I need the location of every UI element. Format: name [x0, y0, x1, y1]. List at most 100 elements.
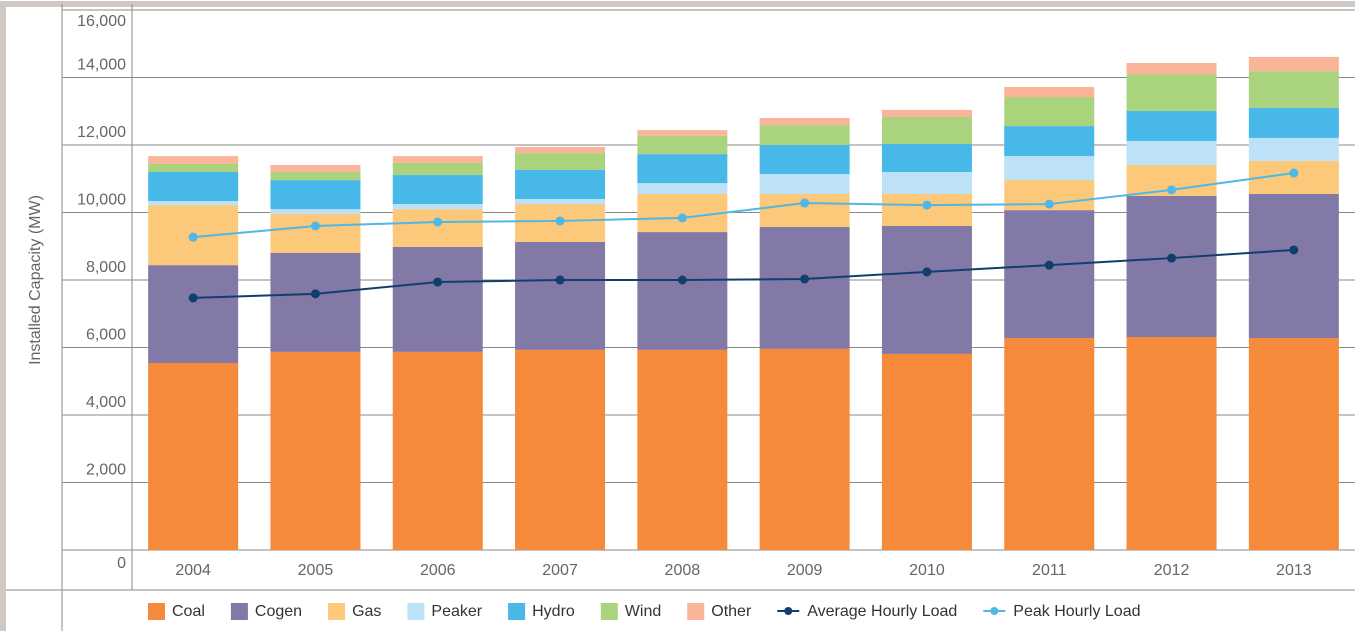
line-point	[555, 216, 565, 226]
x-tick-label: 2008	[665, 562, 701, 579]
legend-label: Peaker	[431, 603, 482, 620]
line-point	[555, 275, 565, 285]
x-tick-label: 2012	[1154, 562, 1190, 579]
bar-segment	[1248, 71, 1339, 108]
bar-segment	[515, 169, 606, 199]
bar-segment	[759, 125, 850, 145]
line-point	[433, 217, 443, 227]
line-point	[433, 277, 443, 287]
bar-segment	[637, 232, 728, 350]
bar-segment	[1248, 56, 1339, 72]
bar-segment	[1004, 210, 1095, 339]
bar-segment	[637, 130, 728, 136]
bar-segment	[148, 265, 239, 364]
line-point	[1167, 185, 1177, 195]
bar-segment	[515, 199, 606, 205]
line-point	[188, 293, 198, 303]
y-tick-label: 16,000	[77, 13, 126, 30]
y-tick-label: 6,000	[86, 327, 126, 344]
bar-segment	[270, 351, 361, 550]
bar-segment	[1126, 74, 1217, 111]
bar-segment	[759, 118, 850, 126]
legend-marker	[990, 607, 999, 615]
y-tick-label: 14,000	[77, 57, 126, 74]
legend-label: Other	[711, 603, 752, 620]
line-point	[1044, 199, 1054, 209]
bar-segment	[881, 193, 972, 226]
bar-segment	[881, 143, 972, 172]
legend-swatch	[148, 603, 165, 620]
line-point	[310, 221, 320, 231]
legend-swatch	[687, 603, 705, 620]
line-point	[922, 200, 932, 210]
bar-segment	[637, 349, 728, 550]
bar-segment	[637, 154, 728, 184]
bar-segment	[1248, 338, 1339, 550]
legend-swatch	[328, 603, 346, 620]
bar-segment	[759, 174, 850, 194]
bar-segment	[881, 172, 972, 194]
bar-segment	[515, 147, 606, 154]
bar-segment	[515, 241, 606, 350]
bar-segment	[392, 156, 483, 163]
legend-label: Average Hourly Load	[807, 603, 957, 620]
legend-swatch	[230, 603, 248, 620]
bar-segment	[1126, 195, 1217, 338]
bar-segment	[392, 209, 483, 247]
bar-segment	[515, 153, 606, 170]
y-tick-label: 10,000	[77, 192, 126, 209]
legend-marker	[784, 607, 793, 615]
y-tick-label: 12,000	[77, 124, 126, 141]
bar-segment	[1004, 97, 1095, 127]
bar-segment	[270, 253, 361, 352]
bar-segment	[148, 201, 239, 206]
bar-segment	[1004, 156, 1095, 181]
bar-segment	[1248, 193, 1339, 339]
bar-segment	[148, 172, 239, 202]
x-tick-label: 2006	[420, 562, 456, 579]
bar-segment	[1126, 62, 1217, 75]
bar-segment	[1126, 140, 1217, 165]
bar-segment	[759, 227, 850, 349]
y-axis-label: Installed Capacity (MW)	[27, 195, 44, 365]
bar-segment	[270, 213, 361, 253]
legend-label: Hydro	[532, 603, 575, 620]
y-tick-label: 8,000	[86, 259, 126, 276]
x-tick-label: 2013	[1276, 562, 1312, 579]
bar-segment	[637, 183, 728, 194]
bar-segment	[148, 363, 239, 550]
y-tick-label: 2,000	[86, 462, 126, 479]
x-tick-label: 2005	[298, 562, 334, 579]
bar-segment	[1248, 137, 1339, 161]
line-point	[1289, 168, 1299, 178]
line-series	[193, 248, 1294, 299]
bar-segment	[1126, 110, 1217, 141]
bar-segment	[881, 353, 972, 550]
line-point	[677, 213, 687, 223]
bar-segment	[270, 172, 361, 181]
legend-label: Wind	[625, 603, 661, 620]
bar-segment	[515, 349, 606, 550]
line-point	[800, 198, 810, 208]
line-point	[188, 232, 198, 242]
bar-segment	[270, 164, 361, 172]
bar-segment	[392, 162, 483, 176]
bar-segment	[1248, 107, 1339, 138]
line-point	[922, 267, 932, 277]
line-point	[800, 274, 810, 284]
bar-segment	[881, 116, 972, 144]
line-point	[310, 289, 320, 299]
bar-segment	[1004, 126, 1095, 157]
bar-segment	[1004, 86, 1095, 98]
line-point	[1167, 253, 1177, 263]
x-tick-label: 2004	[175, 562, 211, 579]
legend-label: Coal	[172, 603, 205, 620]
bar-segment	[1004, 338, 1095, 550]
line-point	[1044, 260, 1054, 270]
x-tick-label: 2010	[909, 562, 945, 579]
line-point	[677, 275, 687, 285]
bar-segment	[392, 175, 483, 205]
bar-segment	[637, 193, 728, 233]
line-point	[1289, 245, 1299, 255]
